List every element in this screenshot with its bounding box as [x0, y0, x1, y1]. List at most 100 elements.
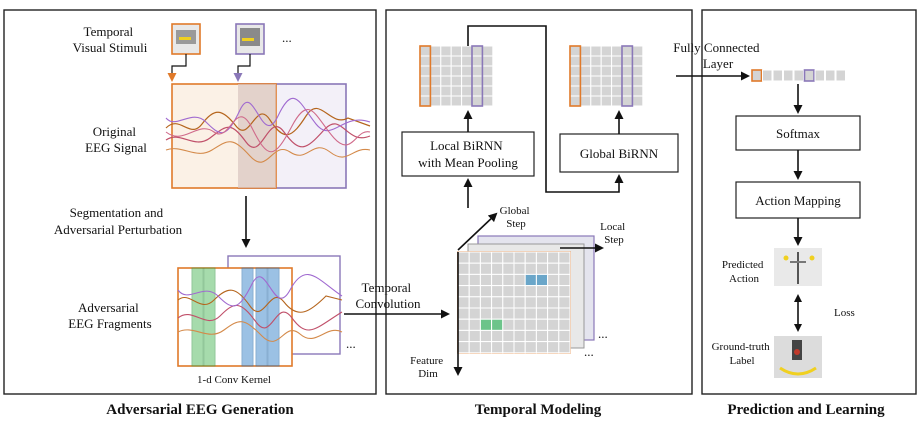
- matrix-cell: [440, 45, 452, 57]
- matrix-column-purple: [621, 45, 634, 107]
- stimuli-ellipsis: ...: [282, 30, 292, 45]
- global-step-axis: [457, 212, 498, 251]
- grid-cell: [535, 296, 549, 309]
- grid-ellipsis-2: ...: [598, 326, 608, 341]
- fc-label: Fully Connected Layer: [673, 40, 763, 71]
- grid-cell: [479, 341, 493, 354]
- stimulus-thumbnail-1: [171, 23, 201, 55]
- matrix-cell: [590, 95, 602, 107]
- grid-cell: [457, 273, 470, 287]
- matrix-cell: [600, 95, 613, 107]
- robot-hand-image-ground-truth: [774, 336, 822, 378]
- stimuli-label: Temporal Visual Stimuli: [73, 24, 148, 55]
- grid-cell: [513, 329, 526, 343]
- grid-cell: [502, 341, 515, 354]
- matrix-cell: [621, 65, 633, 77]
- grid-cell: [558, 262, 571, 275]
- matrix-cell: [450, 85, 463, 97]
- grid-cell: [502, 262, 515, 275]
- matrix-cell: [611, 75, 623, 87]
- matrix-cell: [611, 85, 623, 97]
- grid-cell: [491, 341, 504, 354]
- matrix-cell: [621, 55, 633, 67]
- grid-cell: [479, 329, 493, 343]
- grid-cell: [547, 329, 560, 343]
- grid-cell: [524, 318, 537, 331]
- prediction-caption: Prediction and Learning: [727, 402, 885, 418]
- grid-cell: [535, 341, 549, 354]
- matrix-cell: [419, 75, 431, 87]
- matrix-cell: [440, 65, 452, 77]
- matrix-cell: [471, 95, 483, 107]
- grid-cell: [535, 273, 549, 287]
- prediction-panel: [701, 9, 917, 395]
- matrix-cell: [631, 65, 644, 77]
- grid-cell: [468, 273, 481, 287]
- grid-cell: [547, 262, 560, 275]
- grid-cell: [547, 273, 560, 287]
- matrix-cell: [481, 85, 494, 97]
- matrix-cell: [450, 45, 463, 57]
- grid-cell: [524, 251, 537, 264]
- matrix-cell: [590, 45, 602, 57]
- fc-cell: [835, 69, 846, 82]
- matrix-cell: [590, 55, 602, 67]
- grid-cell: [479, 285, 493, 298]
- matrix-cell: [631, 85, 644, 97]
- fc-cell: [825, 69, 836, 82]
- matrix-cell: [569, 95, 581, 107]
- matrix-cell: [569, 45, 581, 57]
- grid-cell: [535, 329, 549, 343]
- matrix-cell: [611, 45, 623, 57]
- grid-cell: [502, 285, 515, 298]
- matrix-cell: [450, 65, 463, 77]
- matrix-cell: [611, 65, 623, 77]
- matrix-cell: [461, 85, 473, 97]
- matrix-cell: [450, 75, 463, 87]
- grid-cell: [524, 273, 537, 287]
- action-mapping-label: Action Mapping: [755, 193, 841, 208]
- fragments-label: Adversarial EEG Fragments: [68, 300, 151, 331]
- grid-cell: [457, 262, 470, 275]
- grid-cell: [513, 251, 526, 264]
- grid-cell: [524, 296, 537, 309]
- matrix-cell: [419, 95, 431, 107]
- grid-cell: [491, 285, 504, 298]
- matrix-cell: [481, 95, 494, 107]
- local-step-label: Local Step: [600, 221, 628, 246]
- local-birnn-box: [401, 131, 535, 177]
- matrix-cell: [429, 45, 442, 57]
- grid-cell: [457, 329, 470, 343]
- matrix-column-orange: [419, 45, 432, 107]
- grid-cell: [479, 296, 493, 309]
- grid-cell: [491, 296, 504, 309]
- grid-cell: [513, 307, 526, 320]
- matrix-cell: [631, 95, 644, 107]
- matrix-cell: [440, 55, 452, 67]
- matrix-cell: [590, 75, 602, 87]
- matrix-cell: [440, 75, 452, 87]
- grid-cell: [502, 318, 515, 331]
- grid-cell: [513, 318, 526, 331]
- fc-vector: [751, 69, 846, 82]
- segmentation-label: Segmentation and Adversarial Perturbatio…: [54, 205, 183, 237]
- fc-cell: [762, 69, 773, 82]
- generation-caption: Adversarial EEG Generation: [106, 402, 294, 418]
- matrix-cell: [569, 85, 581, 97]
- local-birnn-label: Local BiRNN with Mean Pooling: [418, 138, 518, 170]
- global-birnn-label: Global BiRNN: [580, 146, 659, 161]
- matrix-cell: [429, 55, 442, 67]
- matrix-cell: [429, 85, 442, 97]
- grid-cell: [558, 307, 571, 320]
- matrix-column-orange: [569, 45, 582, 107]
- grid-cell: [513, 273, 526, 287]
- grid-cell: [535, 307, 549, 320]
- matrix-cell: [440, 85, 452, 97]
- predicted-label: Predicted Action: [722, 259, 766, 285]
- grid-cell: [524, 262, 537, 275]
- feature-dim-label: Feature Dim: [410, 355, 446, 380]
- fc-cell: [751, 69, 763, 82]
- grid-cell: [457, 296, 470, 309]
- grid-cell: [535, 262, 549, 275]
